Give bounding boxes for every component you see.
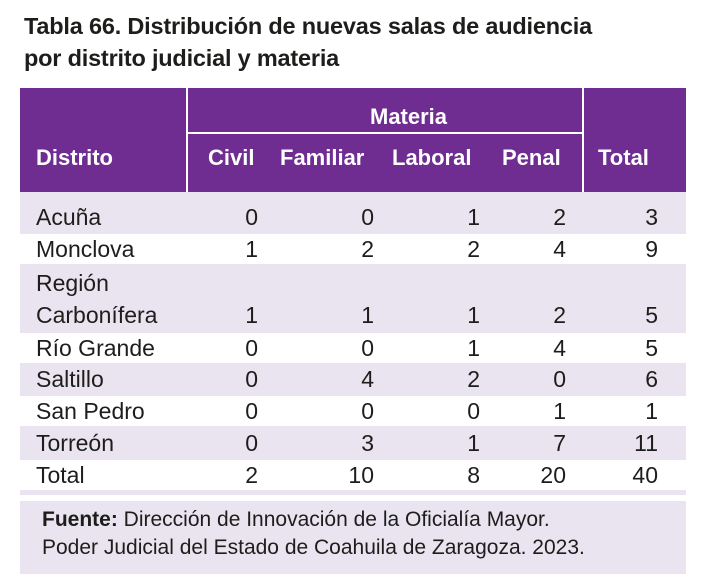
cell-familiar: 0 [361,204,374,230]
cell-penal: 2 [553,302,566,328]
cell-total: 40 [632,462,658,488]
cell-civil: 0 [245,430,258,456]
source-line1: Fuente: Dirección de Innovación de la Of… [42,506,682,534]
table-row-total: Total 2 10 8 20 40 [20,460,686,490]
header-divider-left [186,88,188,192]
cell-laboral: 1 [467,430,480,456]
cell-familiar: 1 [361,302,374,328]
cell-familiar: 4 [361,366,374,392]
cell-civil: 0 [245,335,258,361]
source-note: Fuente: Dirección de Innovación de la Of… [42,506,682,562]
data-table: Materia Distrito Civil Familiar Laboral … [20,88,686,574]
table-title: Tabla 66. Distribución de nuevas salas d… [24,10,684,74]
table-row: Región Carbonífera 1 1 1 2 5 [20,268,686,330]
cell-total: 5 [645,302,658,328]
cell-distrito: Carbonífera [36,302,158,328]
cell-total: 9 [645,236,658,262]
cell-distrito: Torreón [36,430,114,456]
cell-laboral: 2 [467,236,480,262]
cell-laboral: 2 [467,366,480,392]
table-row: Monclova 1 2 2 4 9 [20,234,686,264]
source-text-1: Dirección de Innovación de la Oficialía … [117,508,550,531]
cell-civil: 1 [245,236,258,262]
cell-distrito: San Pedro [36,398,145,424]
cell-penal: 0 [553,366,566,392]
header-divider-right [582,88,584,192]
cell-laboral: 1 [467,335,480,361]
cell-laboral: 8 [467,462,480,488]
cell-total: 3 [645,204,658,230]
cell-familiar: 10 [348,462,374,488]
cell-distrito: Acuña [36,204,102,230]
source-separator [20,495,686,501]
cell-total: 5 [645,335,658,361]
cell-distrito: Total [36,462,85,488]
cell-civil: 0 [245,366,258,392]
cell-distrito-line1: Región [36,270,109,296]
table-title-line2: por distrito judicial y materia [24,45,340,71]
cell-familiar: 0 [361,398,374,424]
header-familiar: Familiar [280,145,365,170]
table-row: Saltillo 0 4 2 0 6 [20,364,686,394]
cell-familiar: 2 [361,236,374,262]
cell-penal: 4 [553,236,566,262]
table-row: San Pedro 0 0 0 1 1 [20,396,686,426]
header-materia: Materia [370,104,448,129]
table-row: Río Grande 0 0 1 4 5 [20,333,686,363]
cell-total: 6 [645,366,658,392]
cell-penal: 7 [553,430,566,456]
cell-penal: 4 [553,335,566,361]
header-laboral: Laboral [392,145,472,170]
cell-laboral: 1 [467,204,480,230]
table-title-line1: Tabla 66. Distribución de nuevas salas d… [24,13,592,39]
cell-penal: 2 [553,204,566,230]
header-total: Total [598,145,649,170]
cell-laboral: 1 [467,302,480,328]
cell-civil: 1 [245,302,258,328]
cell-civil: 0 [245,398,258,424]
cell-distrito: Saltillo [36,366,104,392]
header-civil: Civil [208,145,255,170]
cell-familiar: 3 [361,430,374,456]
cell-familiar: 0 [361,335,374,361]
table-row: Torreón 0 3 1 7 11 [20,428,686,458]
table-header: Materia Distrito Civil Familiar Laboral … [20,88,686,192]
cell-laboral: 0 [467,398,480,424]
header-materia-divider [188,132,582,134]
source-label: Fuente: [42,508,118,531]
cell-distrito: Río Grande [36,335,155,361]
cell-civil: 0 [245,204,258,230]
cell-total: 1 [645,398,658,424]
cell-civil: 2 [245,462,258,488]
cell-total: 11 [634,430,658,456]
cell-penal: 20 [540,462,566,488]
header-penal: Penal [502,145,561,170]
cell-penal: 1 [553,398,566,424]
source-line2: Poder Judicial del Estado de Coahuila de… [42,536,585,559]
header-distrito: Distrito [36,145,113,170]
table-body: Acuña 0 0 1 2 3 Monclova 1 2 2 4 9 Regió… [20,192,686,574]
cell-distrito: Monclova [36,236,135,262]
table-row: Acuña 0 0 1 2 3 [20,202,686,232]
